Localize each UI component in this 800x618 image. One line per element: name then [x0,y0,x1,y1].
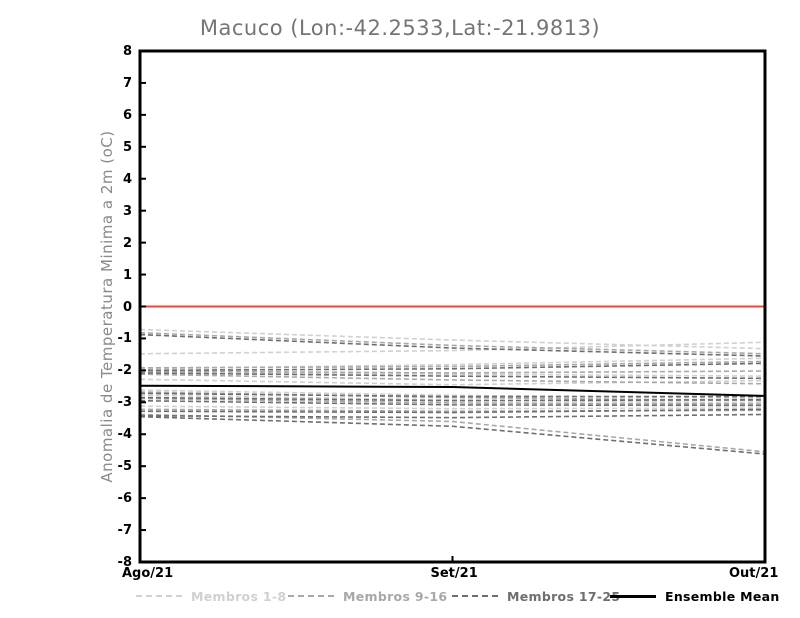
legend-item: Ensemble Mean [610,586,780,606]
legend-label: Ensemble Mean [665,588,780,604]
legend-swatch [452,595,498,597]
legend-label: Membros 17-25 [507,588,621,604]
legend-item: Membros 9-16 [288,586,447,606]
y-tick-label: -8 [117,555,132,570]
y-tick-label: -6 [117,491,132,507]
series-line [139,371,766,377]
y-tick-label: -1 [117,331,132,347]
y-tick-label: 8 [122,44,132,59]
page-title: Macuco (Lon:-42.2533,Lat:-21.9813) [199,16,601,40]
series-line [139,341,766,355]
series-line [139,396,766,402]
y-tick-label: -7 [117,523,132,539]
y-tick-label: 3 [122,203,132,219]
legend-swatch [610,594,656,598]
y-tick-label: 4 [122,171,132,187]
y-tick-label: -4 [117,427,132,443]
legend-swatch [136,595,182,597]
y-tick-label: 7 [122,75,132,91]
y-tick-label: -5 [117,459,132,475]
y-tick-label: 6 [122,107,132,123]
series-line [139,392,765,398]
y-tick-label: 0 [122,299,132,315]
y-tick-label: -2 [117,363,132,379]
series-line [139,415,766,455]
legend-item: Membros 1-8 [136,586,286,606]
x-tick-label: Ago/21 [122,566,174,581]
series-line [139,372,766,380]
y-tick-label: -3 [117,395,132,411]
legend-label: Membros 9-16 [343,588,448,604]
x-tick-label: Out/21 [729,566,779,581]
y-tick-label: 5 [122,139,132,155]
legend-item: Membros 17-25 [452,586,620,606]
series-line [139,373,766,385]
series-line [139,360,766,369]
x-tick-label: Set/21 [430,566,478,581]
legend-label: Membros 1-8 [191,588,287,604]
chart-legend: Membros 1-8 Membros 9-16 Membros 17-25 Ense… [0,586,800,608]
series-line [139,331,766,355]
series-line [139,384,766,397]
series-line [139,405,766,410]
series-line [139,399,766,407]
series-line [139,370,766,374]
series-line [139,408,766,414]
series-line [139,389,766,400]
series-line [139,413,766,419]
series-line [139,362,766,372]
y-tick-label: 2 [122,235,132,251]
legend-swatch [288,595,334,597]
series-line [139,394,766,404]
y-tick-label: 1 [122,267,132,283]
series-line [139,333,766,357]
series-line [139,397,766,405]
